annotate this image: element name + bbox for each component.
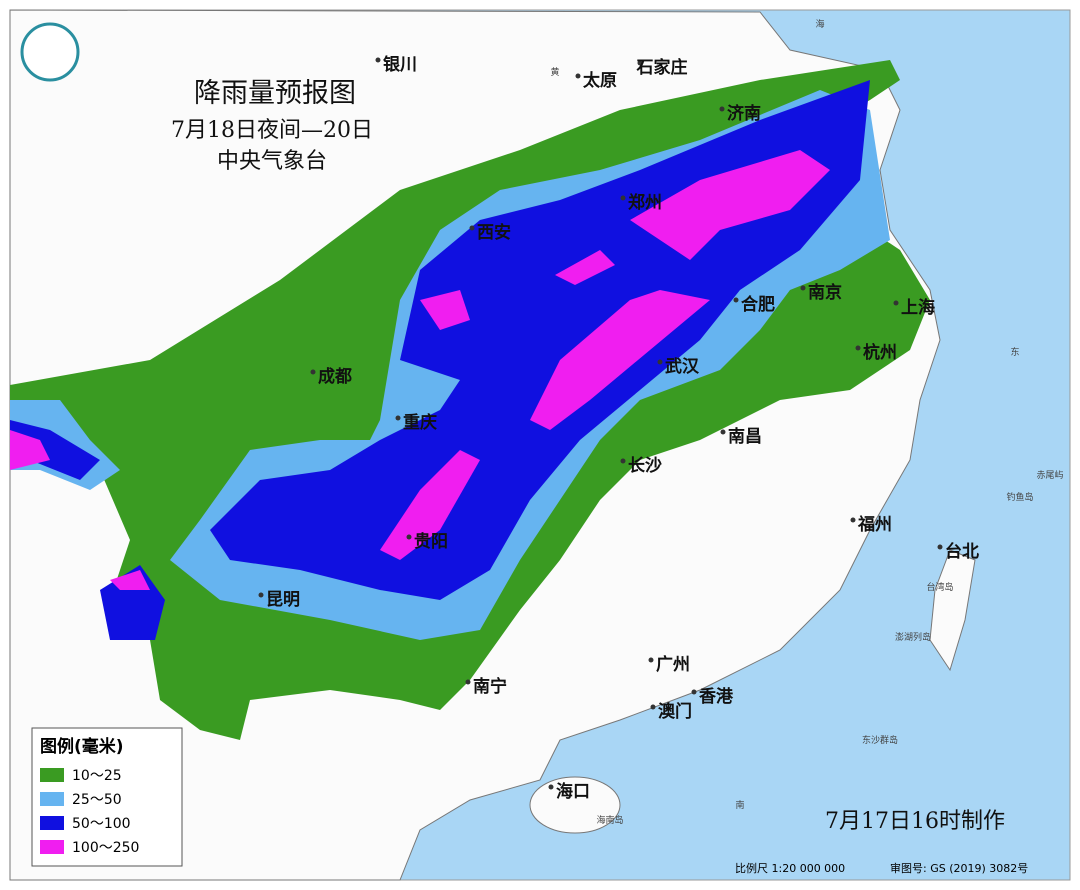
- legend: 10～25 25～50 50～100 100～250: [40, 768, 139, 856]
- city-dot: [258, 592, 264, 598]
- city-dot: [850, 517, 856, 523]
- issuer: 中央气象台: [217, 149, 327, 174]
- city-dot: [406, 534, 412, 540]
- rain-area: [10, 430, 50, 470]
- city-label: 南京: [808, 282, 842, 303]
- made: 7月17日16时制作: [825, 809, 1005, 834]
- city-dot: [469, 225, 475, 231]
- city-dot: [733, 297, 739, 303]
- city-dot: [650, 704, 656, 710]
- small-label: 海南岛: [596, 814, 623, 826]
- city-label: 济南: [727, 103, 761, 124]
- small-label: 钓鱼岛: [1006, 491, 1033, 503]
- city-label: 太原: [583, 70, 617, 91]
- rain-area: [420, 290, 470, 330]
- city-label: 海口: [556, 781, 590, 802]
- city-label: 福州: [857, 514, 892, 535]
- city-label: 南宁: [473, 676, 507, 697]
- scale: 比例尺 1:20 000 000: [735, 861, 845, 875]
- legend-swatch: [40, 792, 64, 806]
- city-dot: [720, 429, 726, 435]
- city-dot: [620, 458, 626, 464]
- small-label: 黄: [550, 66, 559, 78]
- city-label: 昆明: [266, 590, 300, 610]
- city-dot: [937, 544, 943, 550]
- small-label: 南: [735, 799, 744, 811]
- city-label: 重庆: [403, 412, 437, 433]
- legend-swatch: [40, 816, 64, 830]
- taiwan: [929, 549, 976, 672]
- small-label: 东沙群岛: [862, 734, 898, 746]
- city-dot: [620, 195, 626, 201]
- city-label: 郑州: [628, 192, 662, 213]
- city-dot: [893, 300, 899, 306]
- rain-area: [555, 250, 615, 285]
- city-dot: [375, 57, 381, 63]
- city-label: 成都: [318, 366, 352, 387]
- small-label: 海: [815, 18, 824, 30]
- hainan: [529, 776, 621, 834]
- rain-area: [630, 150, 830, 260]
- approval: 审图号: GS (2019) 3082号: [890, 861, 1028, 875]
- city-label: 澳门: [658, 701, 692, 722]
- rain-area: [380, 450, 480, 560]
- legend-swatch: [40, 840, 64, 854]
- city-dot: [855, 345, 861, 351]
- city-label: 广州: [656, 654, 690, 675]
- city-label: 上海: [901, 297, 935, 318]
- city-label: 银川: [383, 54, 417, 75]
- city-label: 香港: [699, 686, 734, 707]
- city-dot: [575, 73, 581, 79]
- legend-label: 100～250: [72, 840, 139, 856]
- city-label: 南昌: [728, 426, 762, 447]
- city-label: 台北: [945, 541, 979, 562]
- small-label: 东: [1010, 346, 1019, 358]
- city-dot: [465, 679, 471, 685]
- city-label: 长沙: [628, 455, 662, 476]
- city-dot: [719, 106, 725, 112]
- city-dot: [395, 415, 401, 421]
- city-dot: [657, 359, 663, 365]
- city-label: 杭州: [863, 342, 897, 363]
- city-dot: [691, 689, 697, 695]
- rain-area: [10, 420, 100, 480]
- legend-swatch: [40, 768, 64, 782]
- rain-area: [110, 570, 150, 590]
- city-dot: [800, 285, 806, 291]
- rain-area: [530, 290, 710, 430]
- rain-areas: [10, 60, 930, 740]
- small-label: 赤尾屿: [1036, 470, 1063, 481]
- city-dot: [648, 657, 654, 663]
- small-label: 台湾岛: [926, 581, 953, 593]
- title: 降雨量预报图: [194, 78, 356, 109]
- city-label: 西安: [477, 222, 511, 243]
- city-label: 贵阳: [414, 531, 448, 552]
- legend-label: 50～100: [72, 816, 131, 832]
- period: 7月18日夜间—20日: [171, 118, 373, 143]
- city-dot: [310, 369, 316, 375]
- city-dot: [548, 784, 554, 790]
- legend-label: 25～50: [72, 792, 122, 808]
- city-label: 合肥: [741, 294, 775, 315]
- city-dot: [637, 60, 643, 66]
- legend-title: 图例(毫米): [40, 736, 124, 757]
- city-label: 石家庄: [636, 57, 688, 78]
- legend-label: 10～25: [72, 768, 122, 784]
- logo: [20, 22, 80, 82]
- small-label: 澎湖列岛: [895, 631, 931, 643]
- city-label: 武汉: [665, 356, 700, 377]
